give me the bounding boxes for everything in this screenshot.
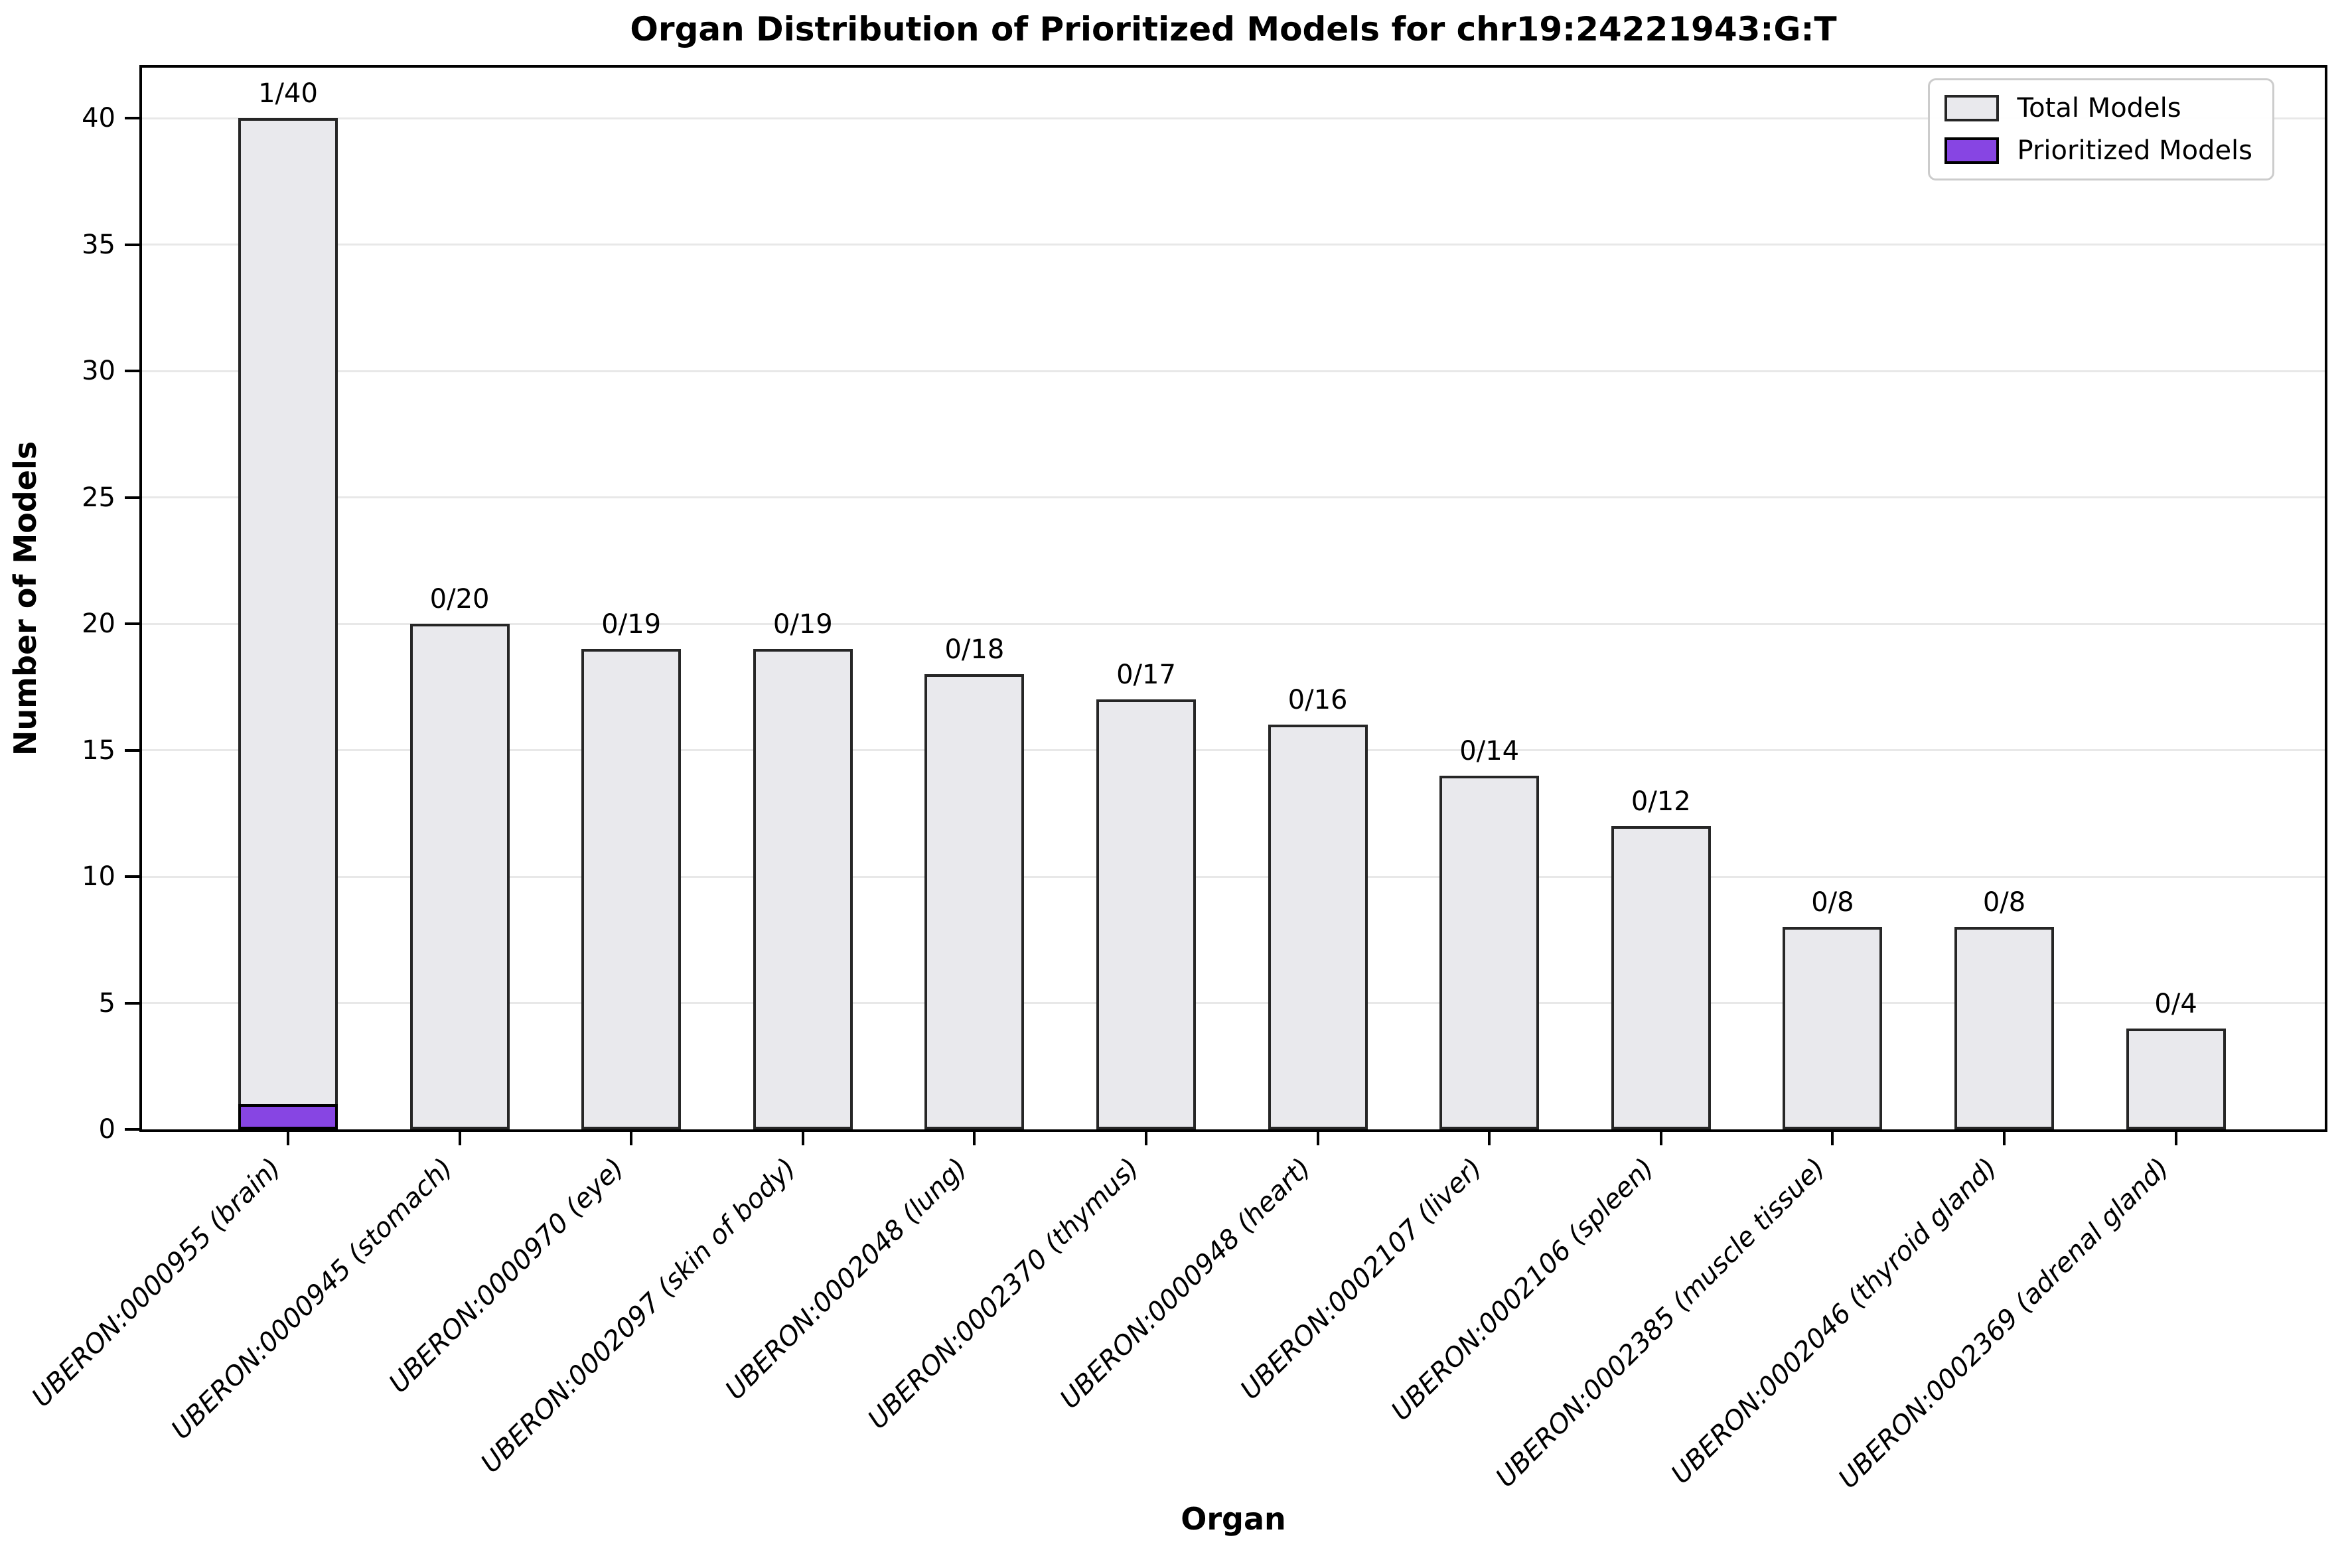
legend-label-total: Total Models: [2017, 93, 2181, 123]
chart-title: Organ Distribution of Prioritized Models…: [630, 10, 1837, 48]
bar-annotation: 0/8: [1811, 887, 1854, 918]
bar-annotation: 0/4: [2154, 988, 2197, 1019]
bar-annotation: 0/20: [429, 584, 490, 615]
bar-prioritized: [238, 1104, 338, 1129]
grid-line: [142, 749, 2325, 752]
x-tick-mark: [1488, 1129, 1491, 1145]
bar-annotation: 0/19: [601, 609, 662, 640]
legend-item-total: Total Models: [1944, 92, 2252, 124]
y-tick-label: 25: [82, 482, 115, 513]
y-tick-label: 0: [98, 1114, 115, 1145]
bar-total: [1954, 927, 2054, 1129]
grid-line: [142, 1002, 2325, 1005]
y-tick-label: 5: [98, 987, 115, 1019]
bar-annotation: 1/40: [258, 78, 318, 109]
bar-annotation: 0/18: [944, 634, 1005, 666]
bar-total: [2126, 1028, 2226, 1129]
legend-label-prioritized: Prioritized Models: [2017, 135, 2252, 166]
bar-total: [1439, 775, 1540, 1129]
bar-total: [1096, 699, 1196, 1129]
x-tick-mark: [2003, 1129, 2006, 1145]
y-tick-label: 40: [82, 103, 115, 134]
bar-annotation: 0/8: [1982, 887, 2026, 918]
x-tick-mark: [1831, 1129, 1834, 1145]
y-tick-mark: [125, 1001, 139, 1005]
y-tick-label: 20: [82, 608, 115, 640]
grid-line: [142, 875, 2325, 878]
x-tick-mark: [973, 1129, 976, 1145]
bar-annotation: 0/12: [1631, 786, 1691, 817]
x-axis-title: Organ: [1181, 1501, 1286, 1537]
y-tick-label: 10: [82, 861, 115, 892]
bar-total: [581, 649, 682, 1129]
y-tick-mark: [125, 496, 139, 499]
y-tick-label: 30: [82, 356, 115, 387]
y-tick-mark: [125, 370, 139, 373]
y-tick-mark: [125, 748, 139, 752]
legend-item-prioritized: Prioritized Models: [1944, 135, 2252, 167]
y-tick-mark: [125, 622, 139, 626]
bar-total: [1268, 725, 1368, 1129]
y-axis-title: Number of Models: [4, 65, 46, 1132]
plot-area: Total Models Prioritized Models 0 5 10 15 20…: [26, 65, 2327, 1494]
grid-line: [142, 622, 2325, 625]
x-tick-mark: [287, 1129, 289, 1145]
grid-line: [142, 370, 2325, 372]
bar-annotation: 0/16: [1287, 685, 1348, 716]
y-tick-mark: [125, 243, 139, 246]
y-tick-label: 35: [82, 229, 115, 260]
bar-annotation: 0/17: [1116, 660, 1176, 691]
bar-total: [1611, 825, 1711, 1129]
total-models-swatch-icon: [1944, 95, 1999, 121]
y-tick-mark: [125, 1128, 139, 1131]
bar-total: [1783, 927, 1883, 1129]
grid-line: [142, 117, 2325, 119]
bar-total: [924, 674, 1025, 1129]
bar-annotation: 0/19: [772, 609, 833, 640]
x-tick-mark: [2174, 1129, 2177, 1145]
bar-annotation: 0/14: [1459, 735, 1520, 766]
bar-total: [409, 624, 510, 1129]
legend: Total Models Prioritized Models: [1927, 78, 2274, 180]
grid-line: [142, 244, 2325, 246]
x-tick-mark: [1316, 1129, 1319, 1145]
x-tick-mark: [630, 1129, 633, 1145]
y-tick-mark: [125, 117, 139, 120]
prioritized-models-swatch-icon: [1944, 137, 1999, 164]
x-tick-mark: [801, 1129, 804, 1145]
bar-total: [238, 118, 338, 1129]
y-tick-mark: [125, 875, 139, 879]
x-tick-mark: [458, 1129, 461, 1145]
y-tick-label: 15: [82, 735, 115, 766]
grid-line: [142, 496, 2325, 499]
bar-total: [753, 649, 853, 1129]
x-tick-mark: [1145, 1129, 1147, 1145]
x-tick-mark: [1659, 1129, 1662, 1145]
